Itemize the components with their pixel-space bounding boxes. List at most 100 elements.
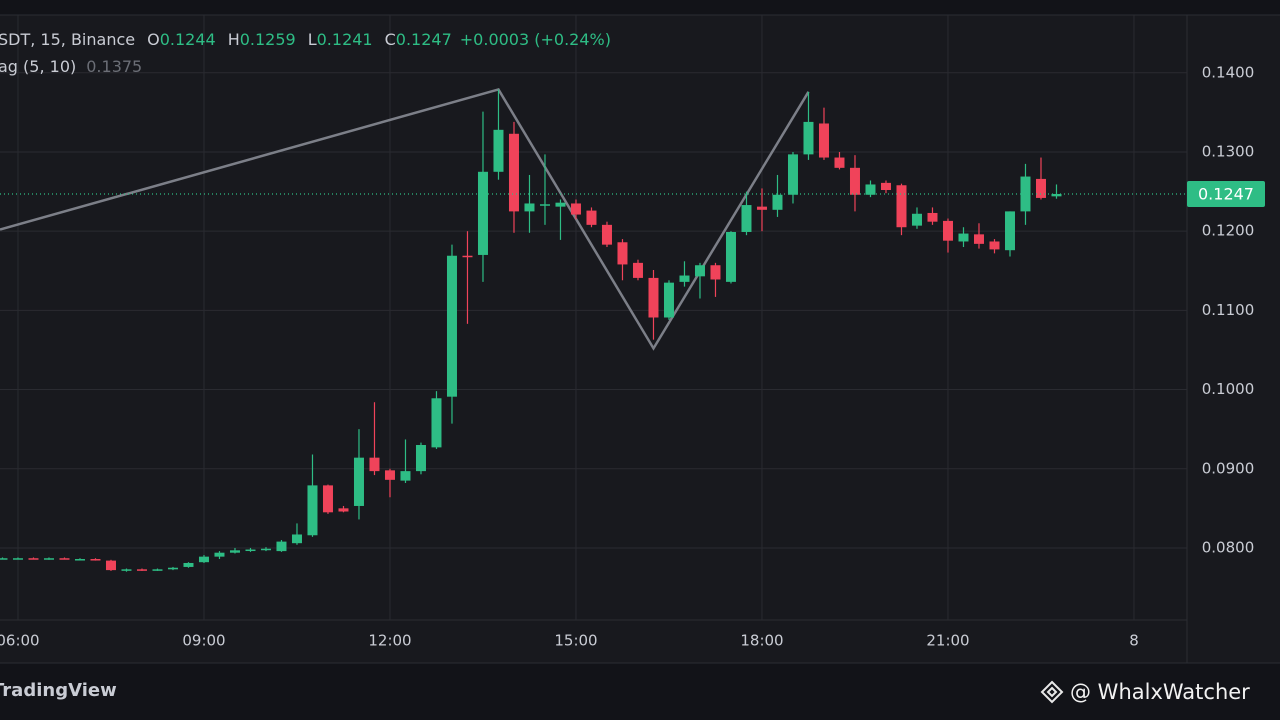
candle-body bbox=[307, 485, 318, 536]
y-tick-label: 0.0800 bbox=[1202, 538, 1255, 556]
indicator-name: ag (5, 10) bbox=[0, 57, 76, 76]
candle-body bbox=[493, 129, 504, 172]
candle-body bbox=[958, 233, 969, 242]
candle-body bbox=[865, 184, 876, 195]
candle-body bbox=[973, 234, 984, 244]
candle-body bbox=[880, 182, 891, 191]
candle-body bbox=[508, 133, 519, 212]
candle-body bbox=[896, 185, 907, 228]
candle-body bbox=[462, 255, 473, 258]
x-tick-label: 15:00 bbox=[554, 632, 597, 650]
ohlc-key: L bbox=[308, 30, 317, 49]
candle-body bbox=[601, 224, 612, 245]
candle-body bbox=[617, 242, 628, 265]
candle-body bbox=[198, 556, 209, 563]
last-price-box bbox=[1187, 180, 1265, 207]
candle-body bbox=[245, 549, 256, 552]
axes: 0.0800 0.0900 0.1000 0.1100 0.1200 0.1300 0.14… bbox=[0, 63, 1265, 650]
candle-body bbox=[59, 558, 70, 560]
candle-body bbox=[648, 277, 659, 318]
candle-body bbox=[105, 560, 116, 571]
candle-body bbox=[1020, 176, 1031, 212]
candle-body bbox=[555, 202, 566, 207]
candle-body bbox=[849, 167, 860, 195]
x-tick-label: 12:00 bbox=[368, 632, 411, 650]
legend-change: +0.0003 (+0.24%) bbox=[460, 30, 611, 49]
indicator-value: 0.1375 bbox=[86, 57, 142, 76]
candle-body bbox=[152, 569, 163, 571]
candle-body bbox=[663, 282, 674, 318]
candle-body bbox=[121, 569, 132, 571]
candle-body bbox=[12, 558, 23, 560]
grid bbox=[0, 15, 1187, 620]
y-tick-label: 0.1400 bbox=[1202, 63, 1255, 81]
candle-body bbox=[415, 444, 426, 472]
candle-body bbox=[431, 398, 442, 448]
candle-body bbox=[338, 508, 349, 512]
candle-body bbox=[74, 559, 85, 561]
ohlc-value: 0.1241 bbox=[317, 30, 373, 49]
y-tick-label: 0.1300 bbox=[1202, 142, 1255, 160]
candle-body bbox=[28, 558, 39, 560]
candle-body bbox=[1004, 211, 1015, 251]
candle-body bbox=[43, 558, 54, 560]
candle-body bbox=[927, 212, 938, 222]
candle-body bbox=[384, 470, 395, 480]
candle-body bbox=[911, 213, 922, 226]
legend: SDT, 15, Binance O0.1244 H0.1259 L0.1241 C0.… bbox=[0, 30, 611, 49]
legend-symbol: SDT, 15, Binance bbox=[0, 30, 135, 49]
brand: TradingView bbox=[0, 680, 117, 701]
candle-body bbox=[0, 558, 8, 560]
candle-body bbox=[524, 203, 535, 212]
y-tick-label: 0.1100 bbox=[1202, 301, 1255, 319]
x-tick-label: 18:00 bbox=[740, 632, 783, 650]
candle-body bbox=[570, 203, 581, 215]
ohlc-value: 0.1259 bbox=[240, 30, 296, 49]
candle-body bbox=[260, 548, 271, 551]
ohlc-key: O bbox=[147, 30, 160, 49]
candle-body bbox=[725, 231, 736, 282]
candle-body bbox=[167, 567, 178, 570]
candle-body bbox=[834, 157, 845, 168]
candle-body bbox=[369, 457, 380, 472]
candle-body bbox=[90, 559, 101, 561]
x-tick-label: 21:00 bbox=[926, 632, 969, 650]
y-tick-label: 0.1200 bbox=[1202, 222, 1255, 240]
candle-body bbox=[353, 457, 364, 506]
candle-body bbox=[756, 206, 767, 210]
y-tick-label: 0.1000 bbox=[1202, 380, 1255, 398]
candle-body bbox=[136, 569, 147, 571]
ohlc-key: C bbox=[385, 30, 396, 49]
candle-body bbox=[539, 204, 550, 206]
candle-body bbox=[694, 265, 705, 277]
plot-area bbox=[0, 87, 1187, 572]
candle-body bbox=[229, 550, 240, 553]
candle-body bbox=[787, 154, 798, 195]
candle-body bbox=[989, 241, 1000, 250]
candle-body bbox=[710, 265, 721, 280]
candle-body bbox=[679, 275, 690, 282]
candle-body bbox=[803, 121, 814, 155]
candle-body bbox=[291, 534, 302, 544]
ohlc-value: 0.1244 bbox=[160, 30, 216, 49]
indicator-legend: ag (5, 10) 0.1375 bbox=[0, 57, 142, 76]
candle-body bbox=[1035, 178, 1046, 198]
candle-body bbox=[772, 194, 783, 210]
candle-body bbox=[632, 262, 643, 278]
y-tick-label: 0.0900 bbox=[1202, 459, 1255, 477]
ohlc-key: H bbox=[228, 30, 240, 49]
candle-body bbox=[446, 255, 457, 397]
x-tick-label: 06:00 bbox=[0, 632, 40, 650]
candle-body bbox=[586, 210, 597, 225]
candle-body bbox=[276, 541, 287, 552]
watermark: @ WhalxWatcher bbox=[1070, 680, 1250, 704]
ohlc: O0.1244 H0.1259 L0.1241 C0.1247 bbox=[147, 30, 452, 49]
candle-body bbox=[477, 171, 488, 255]
chart-panel bbox=[0, 15, 1280, 663]
last-price-label: 0.1247 bbox=[1198, 184, 1254, 203]
x-tick-label: 8 bbox=[1129, 632, 1139, 650]
candle-body bbox=[322, 485, 333, 513]
candle-body bbox=[183, 562, 194, 567]
candle-body bbox=[942, 220, 953, 241]
